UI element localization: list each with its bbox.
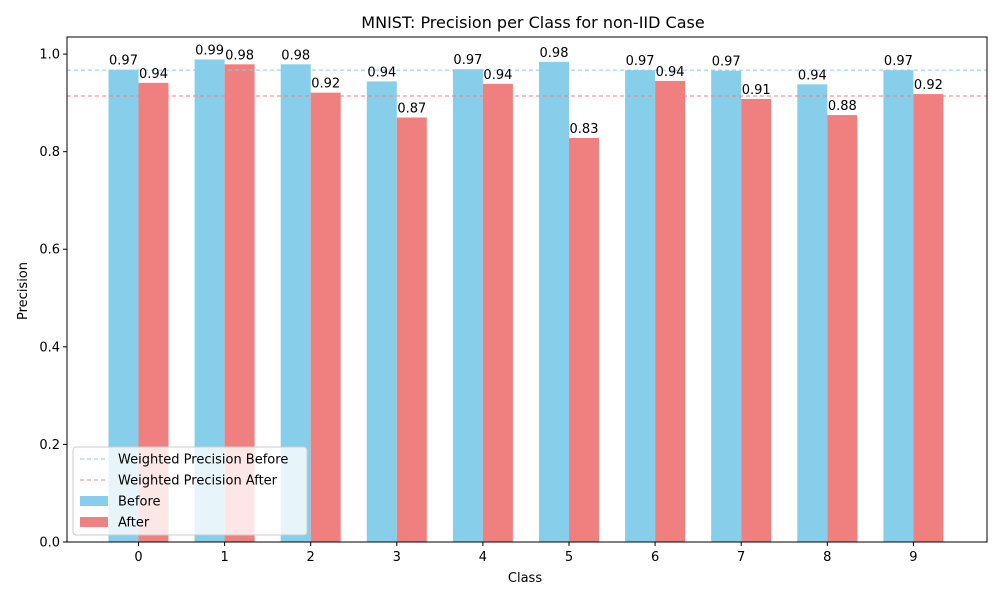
legend-before-swatch: [80, 496, 108, 506]
legend-after-swatch: [80, 517, 108, 527]
bar-before-class-9: [883, 70, 914, 542]
data-label-after-class-1: 0.98: [225, 48, 254, 63]
data-label-before-class-3: 0.94: [367, 65, 396, 80]
bar-before-class-7: [711, 70, 742, 543]
y-tick-label: 0.0: [39, 536, 60, 551]
data-label-before-class-0: 0.97: [109, 54, 138, 69]
x-tick-label: 1: [220, 550, 228, 565]
data-label-after-class-8: 0.88: [828, 99, 857, 114]
data-label-before-class-1: 0.99: [195, 43, 224, 58]
data-label-before-class-7: 0.97: [712, 55, 741, 70]
x-tick-label: 8: [823, 550, 831, 565]
data-label-after-class-3: 0.87: [397, 102, 426, 117]
x-tick-label: 5: [565, 550, 573, 565]
y-tick-label: 0.6: [39, 243, 60, 258]
data-label-after-class-5: 0.83: [570, 122, 599, 137]
bar-after-class-3: [396, 117, 427, 542]
y-tick-label: 0.8: [39, 145, 60, 160]
data-label-before-class-6: 0.97: [626, 54, 655, 69]
y-tick-label: 0.2: [39, 438, 60, 453]
x-tick-label: 3: [393, 550, 401, 565]
data-label-after-class-6: 0.94: [656, 65, 685, 80]
y-tick-label: 0.4: [39, 340, 60, 355]
legend-after-label: After: [118, 516, 150, 531]
legend-weighted-before-label: Weighted Precision Before: [118, 453, 288, 468]
data-label-before-class-2: 0.98: [281, 48, 310, 63]
bar-before-class-3: [366, 81, 397, 542]
bar-before-class-4: [452, 69, 483, 543]
data-label-after-class-2: 0.92: [311, 77, 340, 92]
x-tick-label: 4: [479, 550, 487, 565]
plot-area: 0.970.99 0.980.940.97 0.980.97 0.970.940.97…: [66, 36, 988, 543]
data-label-after-class-7: 0.91: [742, 83, 771, 98]
bar-after-class-2: [310, 92, 341, 542]
x-tick-label: 0: [134, 550, 142, 565]
data-label-after-class-0: 0.94: [139, 67, 168, 82]
bar-before-class-6: [625, 70, 656, 542]
bar-after-class-8: [827, 115, 858, 543]
y-axis: 0.0 0.2 0.4 0.6 0.8 1.0: [39, 48, 67, 551]
bar-after-class-7: [741, 98, 772, 542]
data-label-after-class-9: 0.92: [914, 78, 943, 93]
y-tick-label: 1.0: [39, 48, 60, 63]
plot-frame: [66, 36, 988, 543]
bar-after-class-5: [569, 138, 599, 542]
data-label-before-class-8: 0.94: [798, 68, 827, 83]
x-axis: 0 1 2 3 4 5 6 7 8 9: [134, 542, 918, 565]
bar-before-class-5: [539, 61, 569, 542]
data-label-before-class-5: 0.98: [540, 46, 569, 61]
y-axis-label: Precision: [16, 262, 31, 320]
data-label-before-class-4: 0.97: [453, 53, 482, 68]
x-tick-label: 6: [651, 550, 659, 565]
bar-after-class-4: [482, 83, 513, 542]
x-axis-label: Class: [508, 571, 542, 586]
legend-weighted-after-label: Weighted Precision After: [118, 474, 278, 489]
bar-before-class-8: [797, 84, 828, 543]
x-tick-label: 2: [307, 550, 315, 565]
x-tick-label: 9: [909, 550, 917, 565]
data-label-before-class-9: 0.97: [884, 54, 913, 69]
legend-before-label: Before: [118, 495, 161, 510]
data-label-after-class-4: 0.94: [483, 68, 512, 83]
chart-title: MNIST: Precision per Class for non-IID C…: [361, 13, 704, 32]
bar-after-class-6: [655, 80, 686, 543]
x-tick-label: 7: [737, 550, 745, 565]
legend-box: [72, 446, 308, 536]
bar-after-class-9: [913, 94, 944, 542]
legend: Weighted Precision Before Weighted Precis…: [72, 446, 308, 536]
